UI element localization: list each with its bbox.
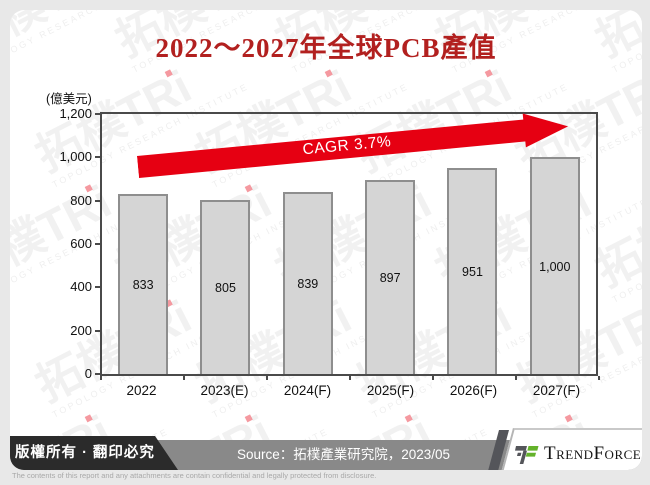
y-tick-mark (95, 199, 100, 202)
trendforce-wordmark: TrendForce (544, 443, 642, 464)
trendforce-logo-icon (515, 446, 539, 464)
bar: 805 (200, 200, 251, 374)
watermark-red-dot (84, 184, 93, 193)
x-axis-label: 2025(F) (366, 383, 415, 398)
brand-logo: TrendForce (515, 440, 641, 468)
y-tick-label: 1,000 (59, 149, 92, 165)
y-tick-mark (95, 156, 100, 159)
cagr-trend-arrow: CAGR 3.7% (136, 108, 569, 184)
watermark-red-dot (324, 69, 333, 78)
y-axis-unit-label: (億美元) (46, 92, 92, 106)
y-tick-label: 1,200 (59, 106, 92, 121)
x-axis-label: 2024(F) (283, 383, 332, 398)
x-tick-mark (349, 376, 351, 380)
bar: 1,000 (529, 157, 580, 374)
x-tick-mark (515, 376, 517, 380)
bar-slot: 951 (431, 168, 513, 374)
chart-title: 2022～2027年全球PCB產值 (155, 33, 497, 63)
x-axis-label: 2027(F) (532, 383, 581, 398)
y-tick-label: 600 (70, 236, 92, 251)
source-text: Source：拓樸產業研究院，2023/05 (236, 447, 451, 462)
disclaimer-text: The contents of this report and any atta… (12, 471, 377, 480)
y-tick-mark (95, 113, 100, 115)
x-axis-labels: 2022 2023(E) 2024(F) 2025(F) 2026(F) 2027(F) (100, 383, 598, 398)
bar-value-label: 1,000 (539, 259, 571, 274)
y-tick-label: 0 (84, 366, 92, 381)
bar: 833 (118, 194, 169, 374)
bar-value-label: 833 (132, 278, 154, 292)
bar: 897 (365, 180, 416, 374)
x-axis-label: 2026(F) (449, 383, 498, 398)
x-axis-label: 2023(E) (200, 383, 249, 398)
watermark-red-dot (244, 414, 253, 423)
x-tick-mark (266, 376, 268, 380)
bar-value-label: 951 (462, 265, 483, 279)
bar-slot: 833 (102, 194, 184, 374)
bar: 951 (447, 168, 498, 374)
plot-area: 833 805 839 897 951 1,000 (100, 112, 598, 376)
bar-value-label: 805 (215, 281, 236, 295)
bar-value-label: 897 (379, 271, 401, 285)
y-tick-label: 800 (70, 192, 92, 208)
bar-slot: 1,000 (514, 157, 596, 374)
watermark-red-dot (564, 414, 573, 423)
y-tick-mark (95, 329, 100, 332)
x-axis-label: 2022 (126, 383, 157, 398)
arrow-icon (136, 113, 569, 178)
y-tick-label: 400 (70, 279, 92, 295)
x-tick-mark (432, 376, 434, 380)
y-tick-mark (95, 373, 100, 375)
watermark-red-dot (164, 69, 173, 78)
y-tick-mark (95, 243, 100, 245)
bar-slot: 897 (349, 180, 431, 374)
y-tick-mark (95, 286, 100, 289)
bar-slot: 805 (184, 200, 266, 374)
x-tick-mark (598, 376, 600, 380)
watermark-red-dot (84, 414, 93, 423)
y-tick-label: 200 (70, 322, 92, 338)
x-tick-mark (183, 376, 185, 380)
copyright-text: 版權所有 · 翻印必究 (15, 445, 155, 461)
watermark-subtext: TOPOLOGY RESEARCH INSTITUTE (610, 196, 642, 305)
watermark-red-dot (404, 414, 413, 423)
watermark-red-dot (484, 69, 493, 78)
bar-slot: 839 (267, 192, 349, 374)
bars-container: 833 805 839 897 951 1,000 (102, 114, 596, 374)
bar-value-label: 839 (297, 277, 319, 291)
x-tick-mark (100, 376, 102, 380)
copyright-box: 版權所有 · 翻印必究 (10, 436, 178, 470)
bar: 839 (282, 192, 333, 374)
